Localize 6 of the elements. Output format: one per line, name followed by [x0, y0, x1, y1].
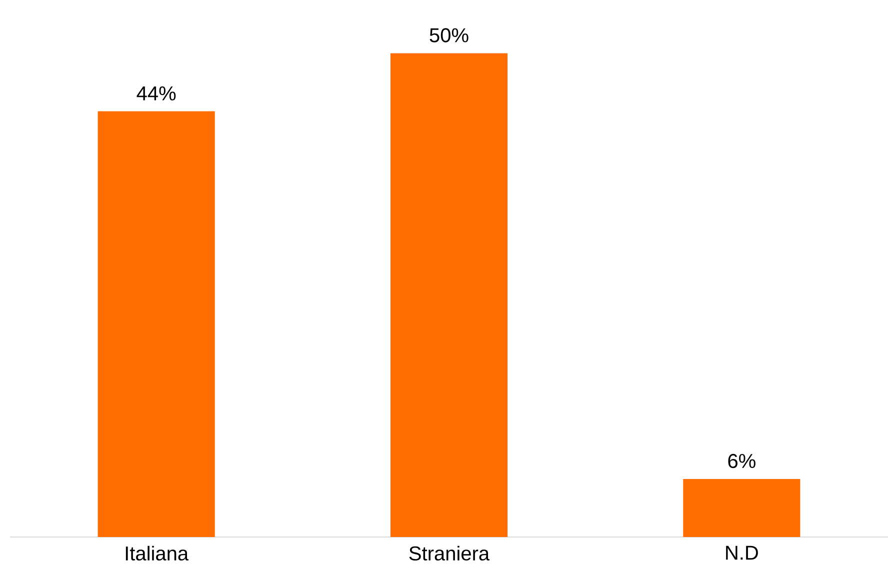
data-label: 44% — [136, 86, 176, 100]
data-label: 6% — [728, 454, 756, 468]
data-label: 50% — [430, 28, 468, 42]
x-tick-label: N.D — [726, 546, 758, 560]
x-tick-label: Italiana — [126, 546, 189, 561]
x-tick-label: Straniera — [409, 546, 490, 561]
